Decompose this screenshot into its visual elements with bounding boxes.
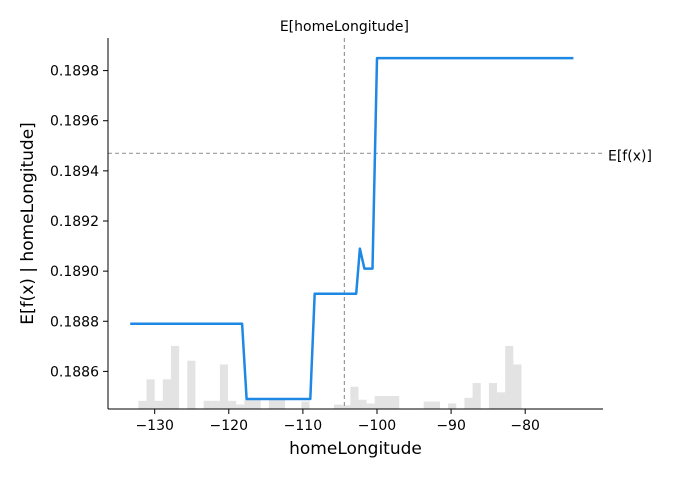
x-axis-label: homeLongitude <box>289 439 422 459</box>
histogram-bar-1 <box>146 379 155 409</box>
histogram-bar-21 <box>374 396 400 409</box>
y-tick-label: 0.1886 <box>50 364 99 380</box>
histogram-bar-3 <box>162 379 171 409</box>
y-tick-label: 0.1898 <box>50 64 99 80</box>
histogram-bar-5 <box>187 360 196 409</box>
expected-homelongitude-label: E[homeLongitude] <box>280 19 409 35</box>
histogram-bar-4 <box>170 345 180 409</box>
histogram-bar-0 <box>138 400 147 409</box>
y-tick-label: 0.1894 <box>50 164 99 180</box>
histogram-bar-12 <box>252 397 261 409</box>
histogram-bar-22 <box>423 401 432 409</box>
x-tick-label: −110 <box>284 418 322 434</box>
histogram-bar-24 <box>448 403 457 409</box>
histogram-bar-23 <box>431 401 440 409</box>
histogram-bar-25 <box>464 397 473 409</box>
x-tick-label: −120 <box>210 418 248 434</box>
histogram-bar-15 <box>301 401 310 409</box>
histogram-bar-13 <box>268 399 277 409</box>
x-tick-label: −80 <box>510 418 540 434</box>
y-axis-label: E[f(x) | homeLongitude] <box>18 122 38 325</box>
histogram-bar-16 <box>334 404 343 409</box>
y-tick-label: 0.1896 <box>50 114 99 130</box>
histogram-bar-20 <box>366 403 375 409</box>
histogram-bar-10 <box>236 404 245 409</box>
x-tick-label: −100 <box>358 418 396 434</box>
histogram-bar-7 <box>211 400 220 409</box>
y-tick-label: 0.1890 <box>50 264 99 280</box>
x-tick-label: −90 <box>436 418 466 434</box>
histogram-bar-9 <box>228 400 237 409</box>
histogram-bar-18 <box>350 386 359 409</box>
histogram-bar-11 <box>244 399 253 409</box>
y-tick-label: 0.1888 <box>50 314 99 330</box>
x-axis-ticks: −130 −120 −110 −100 −90 −80 <box>135 409 540 434</box>
y-axis-ticks: 0.1886 0.1888 0.1890 0.1892 0.1894 0.1896 0.18… <box>50 64 108 380</box>
histogram-bar-29 <box>505 345 514 409</box>
partial-dependence-line <box>130 56 574 401</box>
histogram-bar-6 <box>203 400 212 409</box>
histogram-bar-17 <box>342 405 351 409</box>
histogram-bar-8 <box>219 364 229 409</box>
histogram-bar-14 <box>276 399 286 409</box>
histogram-bar-2 <box>154 400 163 409</box>
histogram-bar-28 <box>497 392 506 409</box>
histogram-bar-30 <box>513 364 522 409</box>
y-tick-label: 0.1892 <box>50 214 99 230</box>
histogram-bar-19 <box>358 399 367 409</box>
x-tick-label: −130 <box>135 418 173 434</box>
expected-fx-label: E[f(x)] <box>608 148 652 164</box>
histogram-bar-26 <box>472 383 481 409</box>
histogram-layer <box>138 345 522 409</box>
histogram-bar-27 <box>488 383 498 409</box>
